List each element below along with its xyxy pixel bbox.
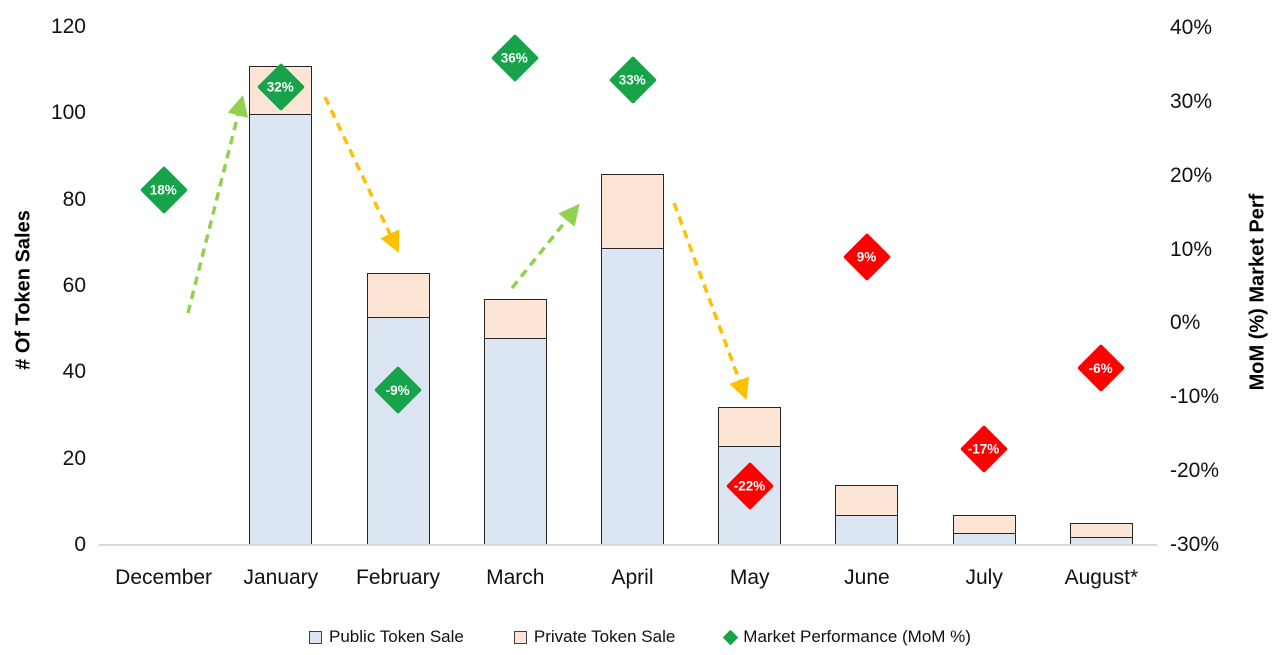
right-tick-0: 0% xyxy=(1170,311,1201,335)
x-label-july: July xyxy=(965,566,1003,589)
right-tick--10: -10% xyxy=(1170,385,1220,409)
marker-label: -6% xyxy=(1089,360,1114,376)
private-series-swatch-icon xyxy=(513,630,527,644)
bar-january-public xyxy=(249,113,313,545)
bar-june-private xyxy=(835,484,899,517)
marker-label: -17% xyxy=(968,441,1000,457)
x-label-january: January xyxy=(243,566,319,589)
left-tick-60: 60 xyxy=(62,274,86,297)
right-axis-title: MoM (%) Market Perf xyxy=(1246,193,1269,391)
right-tick--20: -20% xyxy=(1170,459,1220,483)
bar-march-private xyxy=(483,298,547,340)
public-series-swatch-icon xyxy=(309,630,323,644)
x-label-june: June xyxy=(844,566,890,589)
left-tick-20: 20 xyxy=(62,446,86,470)
legend-label-public: Public Token Sale xyxy=(329,627,464,646)
left-tick-0: 0 xyxy=(74,533,86,556)
legend: Public Token Sale Private Token Sale Mar… xyxy=(0,622,1280,652)
marker-label: 36% xyxy=(501,50,529,66)
left-tick-40: 40 xyxy=(62,360,86,384)
marker-august: -6% xyxy=(1077,343,1126,392)
market-performance-diamond-icon xyxy=(723,629,739,645)
marker-june: 9% xyxy=(842,232,891,281)
marker-label: -22% xyxy=(733,478,766,494)
bar-april-private xyxy=(601,173,664,249)
marker-label: 9% xyxy=(857,249,877,265)
trend-arrow-april-to-may xyxy=(672,202,750,400)
legend-label-private: Private Token Sale xyxy=(533,627,676,646)
x-label-march: March xyxy=(486,566,545,589)
marker-label: 32% xyxy=(267,79,295,95)
marker-label: 18% xyxy=(150,182,178,198)
trend-arrow-december-to-january xyxy=(186,94,249,314)
bar-february-public xyxy=(366,316,430,545)
trend-arrow-march-to-april xyxy=(510,203,580,290)
x-label-february: February xyxy=(356,566,441,589)
right-tick-20: 20% xyxy=(1170,163,1213,187)
left-tick-120: 120 xyxy=(50,15,86,38)
bar-july-private xyxy=(952,514,1016,534)
marker-december: 18% xyxy=(139,166,188,215)
right-tick-40: 40% xyxy=(1170,16,1213,39)
legend-label-market: Market Performance (MoM %) xyxy=(743,627,971,646)
x-label-december: December xyxy=(115,566,213,589)
left-tick-100: 100 xyxy=(50,101,86,125)
bar-may-private xyxy=(718,406,782,448)
right-tick--30: -30% xyxy=(1170,533,1220,556)
bar-february-private xyxy=(366,273,430,318)
bar-march-public xyxy=(483,337,547,545)
bar-august-private xyxy=(1069,523,1133,538)
marker-april: 33% xyxy=(608,55,657,104)
trend-arrow-january-to-february xyxy=(323,96,400,253)
legend-item-private-token-sale: Private Token Sale xyxy=(513,627,676,647)
legend-item-market-performance: Market Performance (MoM %) xyxy=(723,627,971,647)
marker-label: 33% xyxy=(618,72,647,88)
x-label-august: August* xyxy=(1064,566,1139,589)
x-label-april: April xyxy=(611,566,654,589)
marker-label: -9% xyxy=(386,382,411,398)
right-tick-30: 30% xyxy=(1170,89,1213,113)
bar-april-public xyxy=(601,247,664,545)
left-tick-80: 80 xyxy=(62,187,86,211)
bar-june-public xyxy=(835,514,899,545)
right-tick-10: 10% xyxy=(1170,237,1213,261)
x-label-may: May xyxy=(729,566,770,589)
legend-item-public-token-sale: Public Token Sale xyxy=(309,627,464,647)
marker-march: 36% xyxy=(491,33,540,82)
x-axis-line xyxy=(99,544,1157,546)
marker-july: -17% xyxy=(960,424,1009,474)
